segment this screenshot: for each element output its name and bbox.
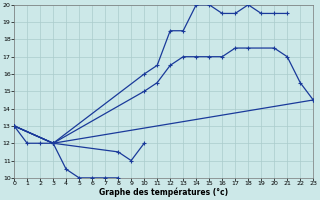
X-axis label: Graphe des températures (°c): Graphe des températures (°c)	[99, 188, 228, 197]
